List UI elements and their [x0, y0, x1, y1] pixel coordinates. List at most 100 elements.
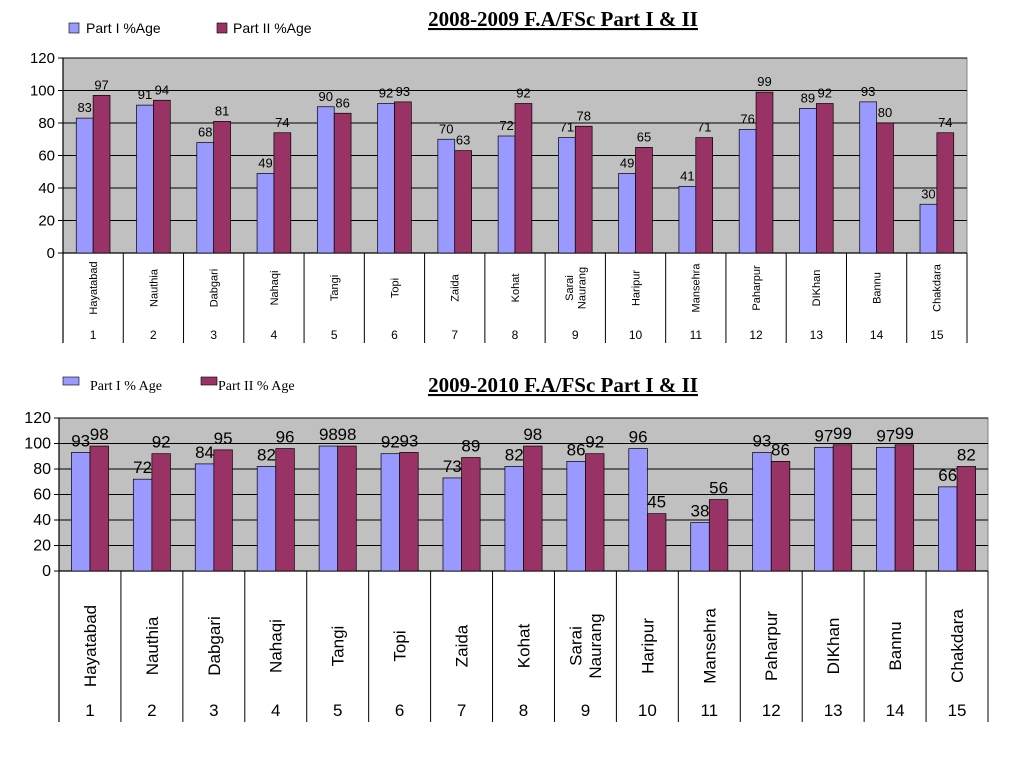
category-label: Bannu — [871, 272, 883, 304]
bar-part2 — [273, 132, 292, 254]
data-label: 49 — [258, 155, 272, 170]
bar-part2 — [647, 513, 667, 572]
bar-part2 — [574, 125, 593, 254]
category-index: 10 — [638, 701, 657, 720]
category-index: 12 — [749, 328, 763, 342]
data-label: 98 — [523, 425, 542, 444]
y-tick-label: 40 — [33, 512, 51, 529]
data-label: 81 — [215, 103, 229, 118]
data-label: 30 — [921, 186, 935, 201]
bar-part2 — [394, 101, 412, 254]
category-index: 4 — [271, 328, 278, 342]
category-label: Tangi — [329, 626, 348, 667]
bar-part1 — [71, 452, 91, 572]
category-index: 7 — [457, 701, 466, 720]
bar-part1 — [690, 522, 710, 572]
bar-part1 — [377, 103, 395, 254]
data-label: 99 — [757, 74, 771, 89]
data-label: 92 — [516, 86, 530, 101]
data-label: 68 — [198, 125, 212, 140]
data-label: 97 — [876, 426, 895, 445]
data-label: 93 — [861, 84, 875, 99]
data-label: 93 — [399, 431, 418, 450]
bar-part1 — [442, 477, 462, 572]
bar-part2 — [708, 499, 729, 572]
bar-part2 — [333, 112, 352, 254]
y-tick-label: 60 — [33, 487, 51, 504]
data-label: 92 — [585, 433, 604, 452]
category-index: 14 — [870, 328, 884, 342]
category-index: 6 — [391, 328, 398, 342]
bar-part2 — [894, 444, 915, 572]
bar-part2 — [92, 95, 111, 254]
bar-part2 — [876, 122, 894, 254]
data-label: 92 — [381, 433, 400, 452]
data-label: 98 — [90, 425, 109, 444]
bar-part1 — [256, 466, 277, 572]
bar-part2 — [815, 103, 834, 254]
data-label: 86 — [335, 95, 349, 110]
y-tick-label: 40 — [38, 180, 55, 197]
bar-part1 — [859, 101, 877, 254]
data-label: 94 — [155, 82, 169, 97]
data-label: 74 — [275, 115, 289, 130]
chart1-legend-label-part2: Part II %Age — [233, 20, 312, 36]
data-label: 90 — [319, 89, 333, 104]
bar-part2 — [151, 453, 171, 572]
category-index: 5 — [331, 328, 338, 342]
bar-part2 — [523, 445, 543, 572]
data-label: 82 — [257, 445, 276, 464]
category-label: Kohat — [510, 274, 522, 303]
y-tick-label: 0 — [47, 245, 55, 262]
category-index: 1 — [85, 701, 94, 720]
category-label: DIKhan — [824, 618, 843, 675]
data-label: 86 — [771, 440, 790, 459]
bar-part1 — [132, 478, 153, 572]
category-index: 14 — [886, 701, 905, 720]
bar-part2 — [213, 449, 233, 572]
y-tick-label: 20 — [33, 538, 51, 555]
category-label: Chakdara — [948, 609, 967, 683]
category-index: 13 — [824, 701, 843, 720]
bar-part1 — [752, 452, 772, 572]
data-label: 70 — [439, 121, 453, 136]
chart1-legend-swatch-part2 — [216, 22, 228, 34]
category-label: Nahaqi — [267, 619, 286, 673]
y-tick-label: 20 — [38, 213, 55, 230]
category-index: 6 — [395, 701, 404, 720]
category-label: SaraiNaurang — [567, 613, 606, 678]
chart2-legend-label-part2: Part II % Age — [218, 379, 295, 394]
category-label: Tangi — [329, 275, 341, 301]
chart1-title: 2008-2009 F.A/FSc Part I & II — [428, 7, 698, 31]
bar-part2 — [695, 137, 714, 254]
bar-part1 — [75, 117, 94, 254]
category-index: 11 — [700, 701, 718, 720]
category-label: Zaida — [450, 273, 462, 301]
data-label: 89 — [461, 437, 480, 456]
data-label: 95 — [214, 429, 233, 448]
bar-part2 — [275, 448, 295, 572]
category-label: Paharpur — [762, 611, 781, 681]
data-label: 96 — [276, 428, 295, 447]
data-label: 83 — [77, 100, 91, 115]
category-label: Haripur — [638, 618, 657, 674]
bar-part1 — [318, 445, 339, 572]
bar-part1 — [799, 108, 817, 254]
bar-part1 — [380, 453, 400, 572]
category-index: 15 — [930, 328, 944, 342]
category-label: Zaida — [453, 624, 472, 667]
data-label: 72 — [499, 118, 513, 133]
data-label: 89 — [801, 90, 815, 105]
data-label: 99 — [833, 424, 852, 443]
bar-part2 — [936, 132, 955, 254]
data-label: 49 — [620, 155, 634, 170]
y-tick-label: 120 — [30, 50, 55, 67]
bar-part2 — [755, 91, 774, 254]
data-label: 78 — [576, 108, 590, 123]
chart1-legend-swatch-part1 — [68, 22, 80, 34]
data-label: 84 — [195, 443, 214, 462]
data-label: 92 — [152, 433, 171, 452]
category-index: 9 — [581, 701, 590, 720]
